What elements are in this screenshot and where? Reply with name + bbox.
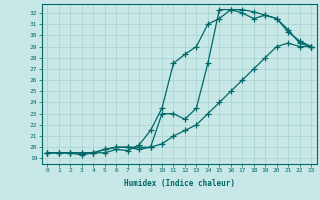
X-axis label: Humidex (Indice chaleur): Humidex (Indice chaleur) [124, 179, 235, 188]
